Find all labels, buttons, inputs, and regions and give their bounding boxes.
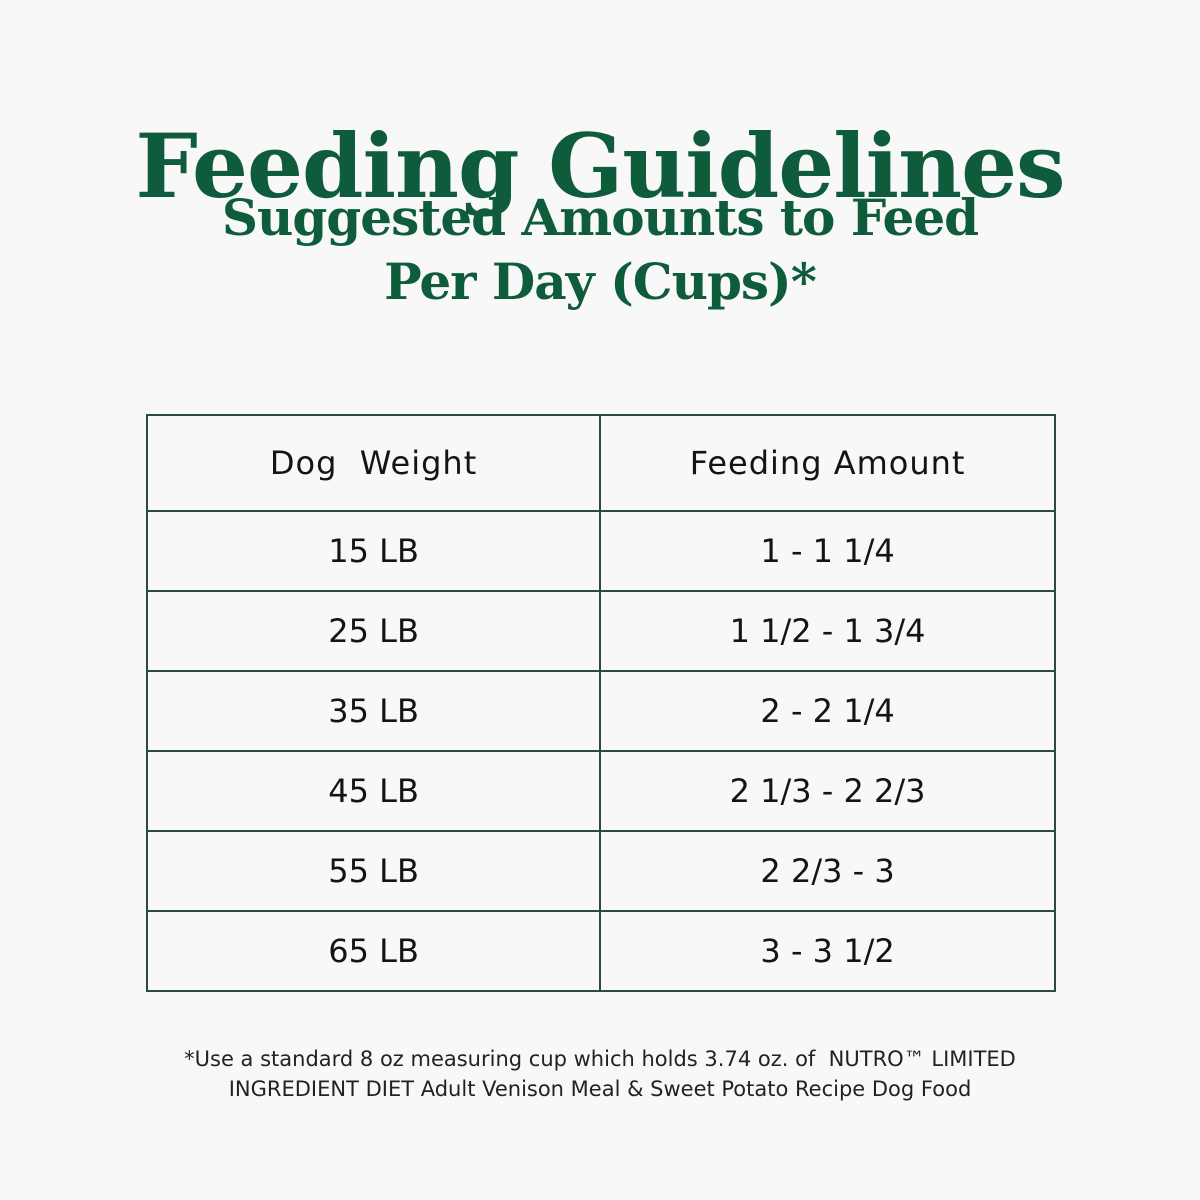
- footnote-line-1: *Use a standard 8 oz measuring cup which…: [184, 1047, 1016, 1071]
- subtitle-line-1: Suggested Amounts to Feed: [221, 188, 979, 247]
- page-subtitle: Suggested Amounts to Feed Per Day (Cups)…: [0, 186, 1200, 314]
- amount-cell: 1 - 1 1/4: [599, 510, 1056, 592]
- weight-cell: 25 LB: [145, 590, 602, 672]
- amount-cell: 2 1/3 - 2 2/3: [599, 750, 1056, 832]
- feeding-table: Dog Weight Feeding Amount 15 LB 1 - 1 1/…: [145, 414, 1056, 992]
- table-row: 25 LB 1 1/2 - 1 3/4: [145, 590, 1056, 672]
- weight-cell: 65 LB: [145, 910, 602, 992]
- amount-cell: 2 2/3 - 3: [599, 830, 1056, 912]
- weight-cell: 55 LB: [145, 830, 602, 912]
- table-header-row: Dog Weight Feeding Amount: [145, 414, 1056, 512]
- weight-cell: 45 LB: [145, 750, 602, 832]
- footnote: *Use a standard 8 oz measuring cup which…: [0, 1044, 1200, 1104]
- table-row: 55 LB 2 2/3 - 3: [145, 830, 1056, 912]
- table-row: 15 LB 1 - 1 1/4: [145, 510, 1056, 592]
- footnote-line-2: INGREDIENT DIET Adult Venison Meal & Swe…: [228, 1077, 972, 1101]
- header-dog-weight: Dog Weight: [145, 414, 602, 512]
- amount-cell: 2 - 2 1/4: [599, 670, 1056, 752]
- page-title: Feeding Guidelines: [135, 113, 1065, 218]
- table-row: 35 LB 2 - 2 1/4: [145, 670, 1056, 752]
- subtitle-line-2: Per Day (Cups)*: [384, 252, 817, 311]
- weight-cell: 15 LB: [145, 510, 602, 592]
- header-feeding-amount: Feeding Amount: [599, 414, 1056, 512]
- amount-cell: 1 1/2 - 1 3/4: [599, 590, 1056, 672]
- table-row: 65 LB 3 - 3 1/2: [145, 910, 1056, 992]
- amount-cell: 3 - 3 1/2: [599, 910, 1056, 992]
- weight-cell: 35 LB: [145, 670, 602, 752]
- table-row: 45 LB 2 1/3 - 2 2/3: [145, 750, 1056, 832]
